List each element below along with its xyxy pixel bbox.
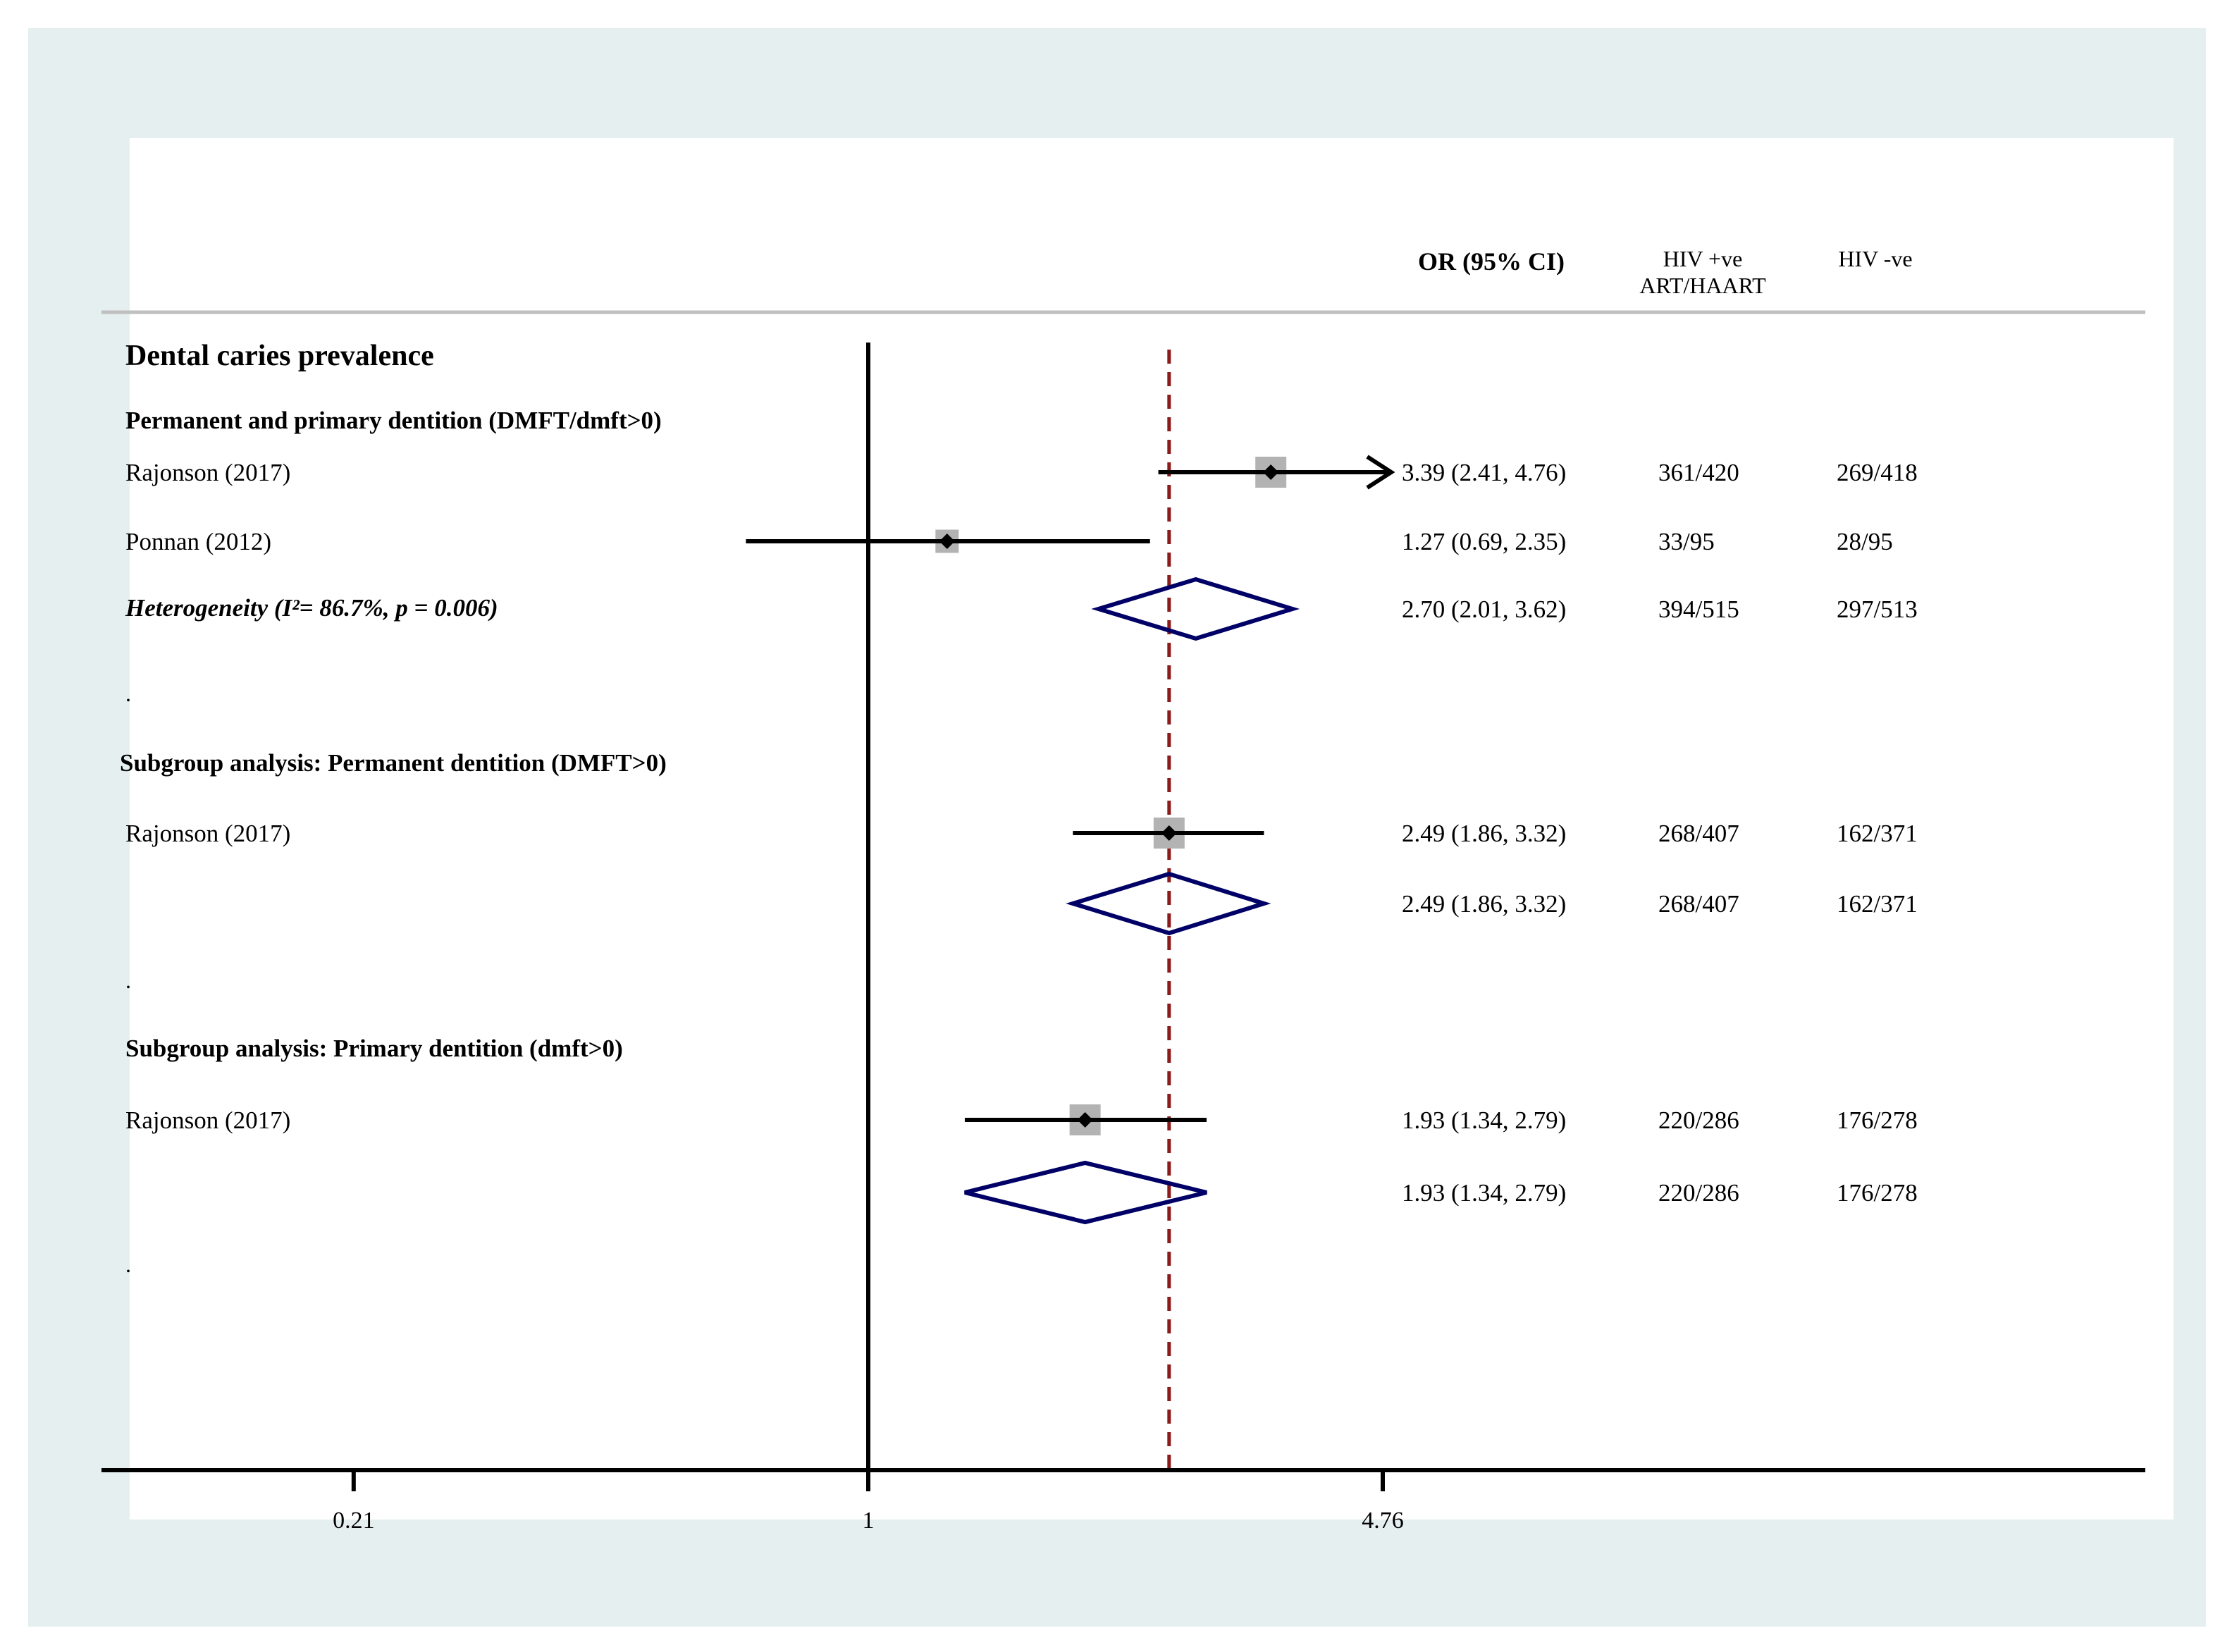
hiv-neg-count: 176/278 (1837, 1179, 1918, 1207)
header-hiv-pos: HIV +ve (1663, 246, 1743, 271)
section-title: Dental caries prevalence (125, 340, 434, 372)
study-label: Ponnan (2012) (125, 528, 271, 555)
study-label: Rajonson (2017) (125, 820, 290, 847)
hiv-neg-count: 28/95 (1837, 528, 1893, 555)
or-ci-value: 2.49 (1.86, 3.32) (1402, 890, 1566, 918)
subgroup-heading: Subgroup analysis: Permanent dentition (… (120, 749, 667, 777)
pooled-diamond (964, 1160, 1207, 1225)
hiv-pos-count: 268/407 (1658, 820, 1739, 847)
spacer-dot: . (125, 1252, 131, 1277)
subgroup-heading: Subgroup analysis: Primary dentition (dm… (125, 1035, 623, 1062)
hiv-neg-count: 297/513 (1837, 596, 1918, 623)
ci-arrow (1366, 455, 1395, 490)
hiv-pos-count: 361/420 (1658, 459, 1739, 486)
point-estimate (939, 534, 955, 549)
hiv-pos-count: 394/515 (1658, 596, 1739, 623)
subgroup-heading: Permanent and primary dentition (DMFT/dm… (125, 407, 662, 434)
hiv-pos-count: 220/286 (1658, 1179, 1739, 1207)
or-ci-value: 3.39 (2.41, 4.76) (1402, 459, 1566, 486)
point-estimate (1161, 825, 1177, 841)
pooled-diamond (1066, 871, 1271, 936)
spacer-dot: . (125, 968, 131, 993)
or-ci-value: 1.93 (1.34, 2.79) (1402, 1107, 1566, 1134)
header-hiv-neg: HIV -ve (1838, 246, 1912, 271)
point-estimate (1077, 1112, 1093, 1128)
header-hiv-pos-sub: ART/HAART (1639, 273, 1766, 298)
x-tick-label: 0.21 (333, 1508, 375, 1534)
study-label: Rajonson (2017) (125, 1107, 290, 1134)
heterogeneity-label: Heterogeneity (I²= 86.7%, p = 0.006) (125, 594, 498, 622)
chart-background (28, 28, 2206, 1627)
hiv-neg-count: 269/418 (1837, 459, 1918, 486)
or-ci-value: 1.27 (0.69, 2.35) (1402, 528, 1566, 555)
x-tick-label: 1 (863, 1508, 875, 1534)
hiv-pos-count: 33/95 (1658, 528, 1715, 555)
x-tick-label: 4.76 (1362, 1508, 1404, 1534)
hiv-neg-count: 162/371 (1837, 890, 1918, 918)
or-ci-value: 2.70 (2.01, 3.62) (1402, 596, 1566, 623)
hiv-neg-count: 162/371 (1837, 820, 1918, 847)
pooled-diamond (1091, 577, 1300, 641)
hiv-pos-count: 220/286 (1658, 1107, 1739, 1134)
header-or-ci: OR (95% CI) (1418, 247, 1565, 276)
point-estimate (1263, 464, 1279, 480)
plot-area (130, 138, 2174, 1520)
or-ci-value: 1.93 (1.34, 2.79) (1402, 1179, 1566, 1207)
or-ci-value: 2.49 (1.86, 3.32) (1402, 820, 1566, 847)
hiv-pos-count: 268/407 (1658, 890, 1739, 918)
hiv-neg-count: 176/278 (1837, 1107, 1918, 1134)
study-label: Rajonson (2017) (125, 459, 290, 486)
spacer-dot: . (125, 681, 131, 706)
